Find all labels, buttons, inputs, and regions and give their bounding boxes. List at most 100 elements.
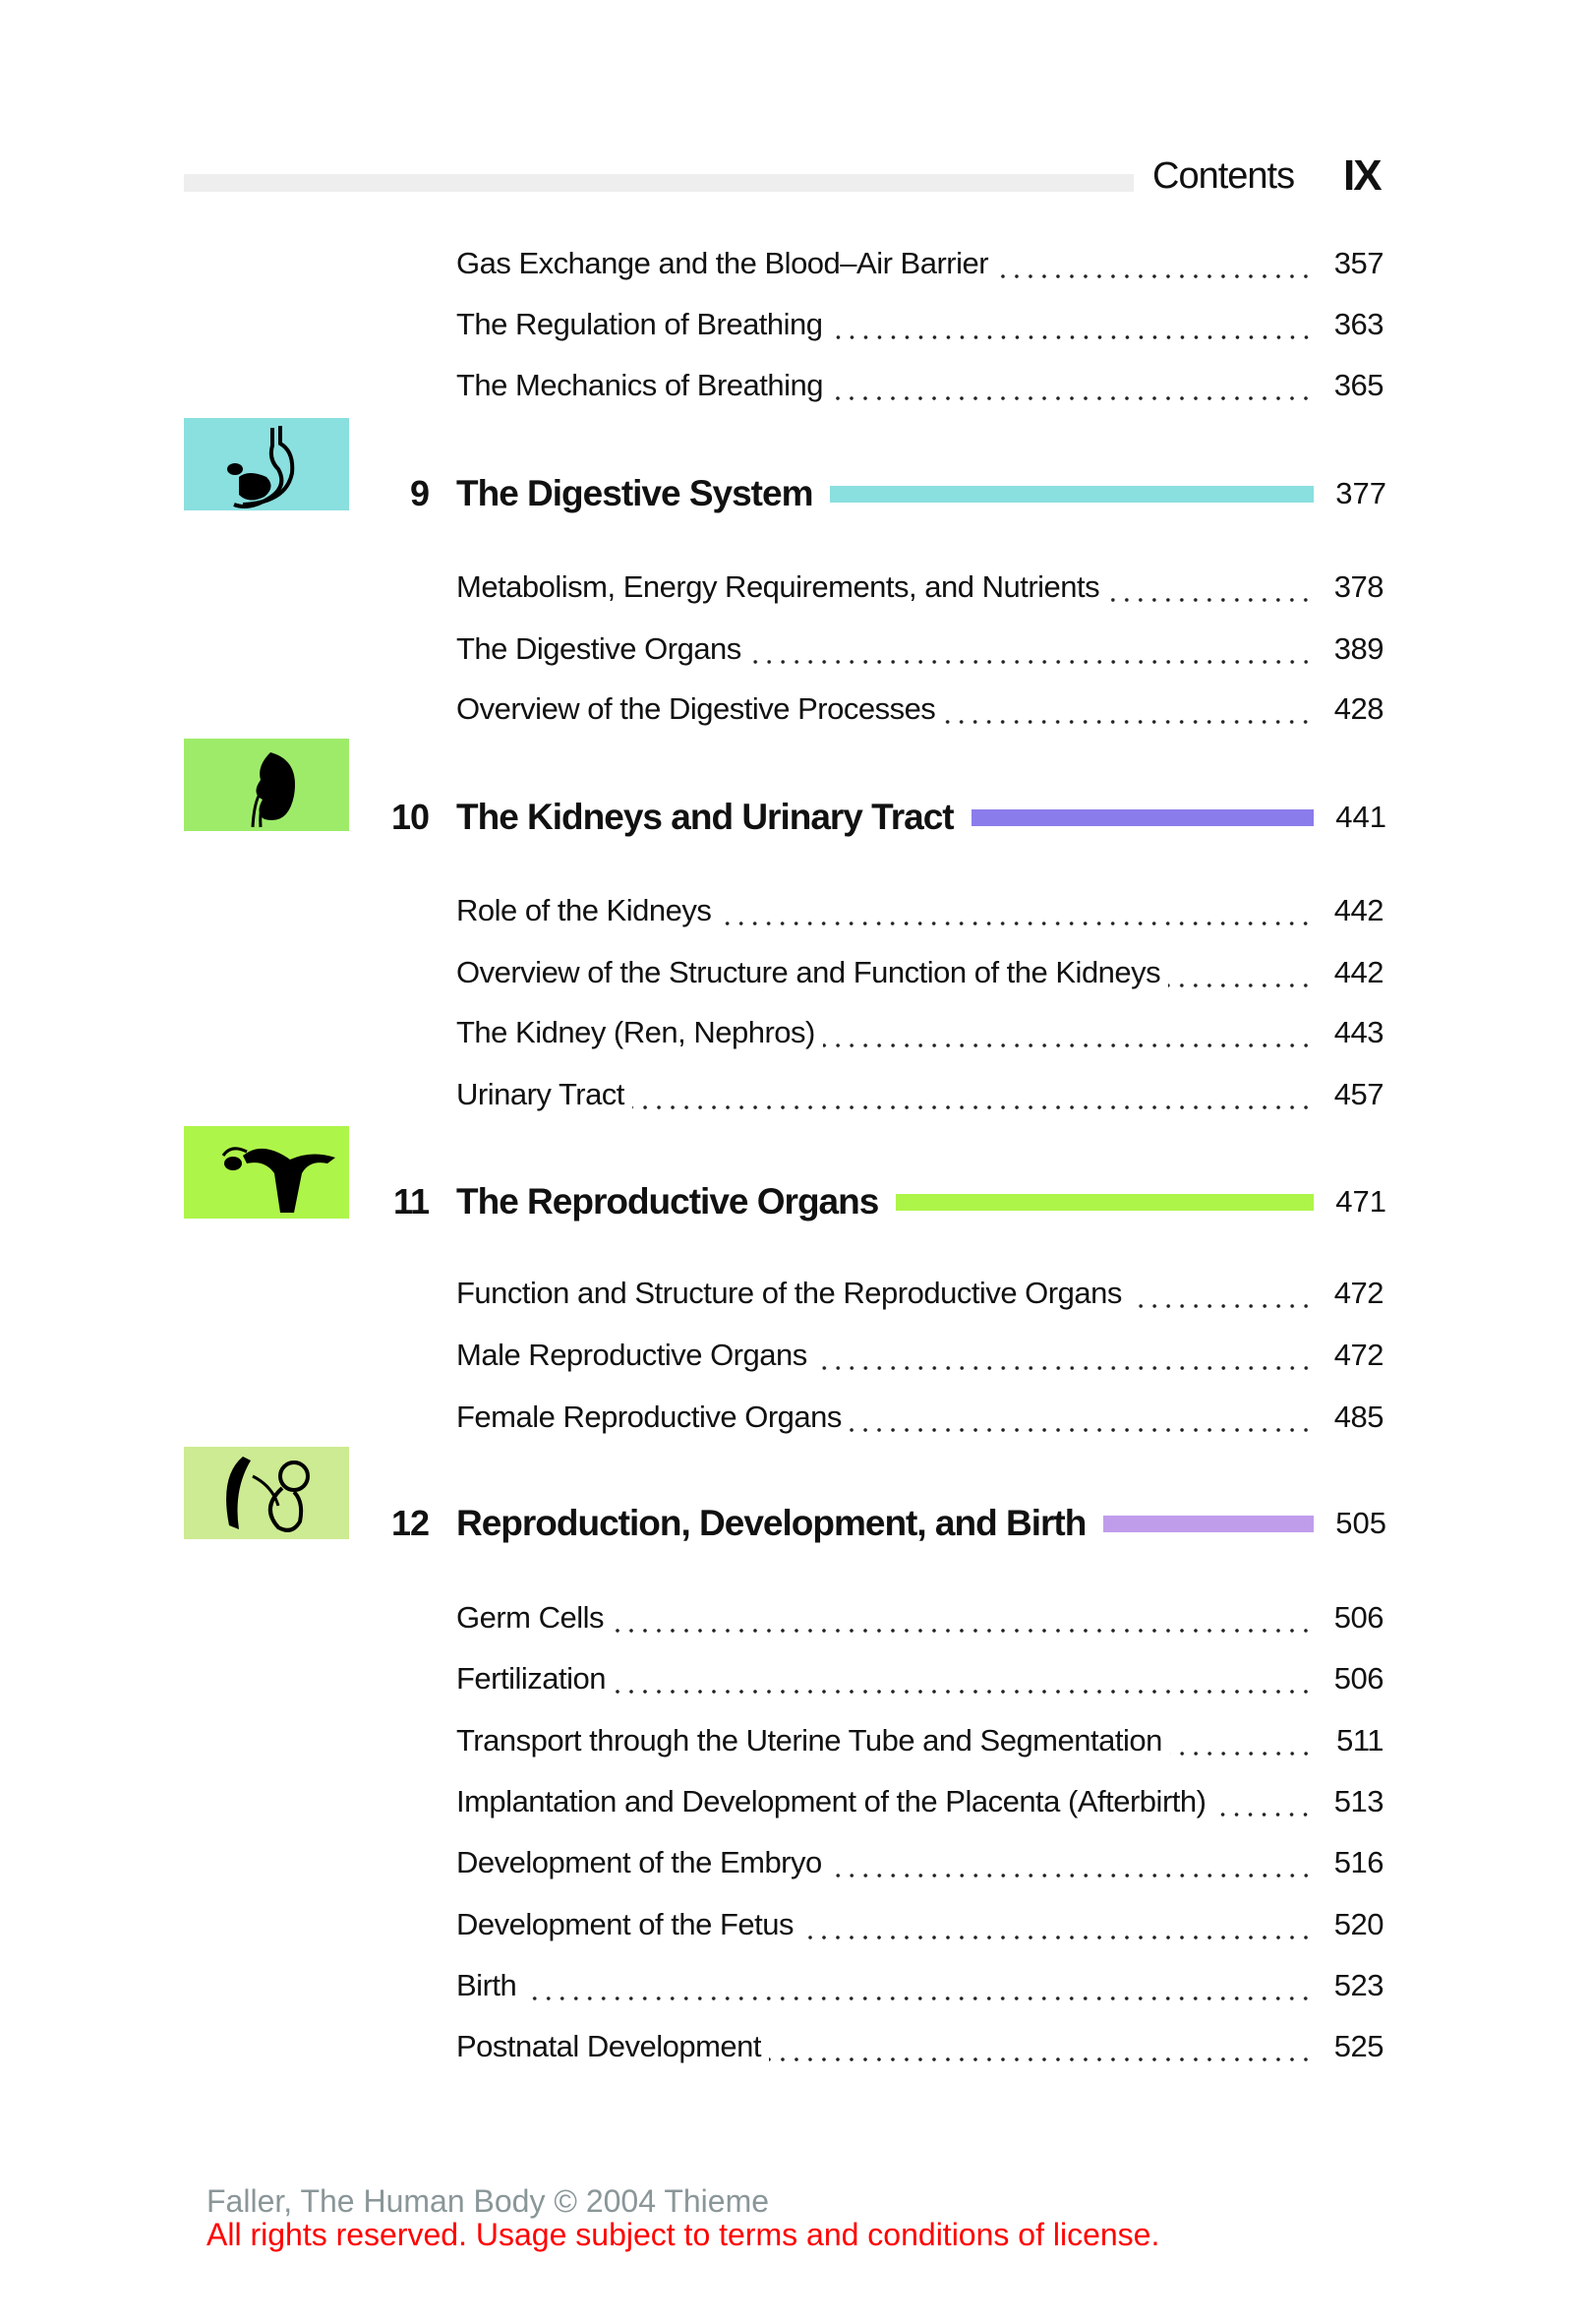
entry-title: Overview of the Digestive Processes — [456, 691, 936, 726]
dot-leader — [849, 1398, 1313, 1437]
chapter-heading[interactable]: 9 The Digestive System 377 — [374, 470, 1386, 517]
dot-leader — [524, 1966, 1313, 2005]
toc-entry[interactable]: Function and Structure of the Reproducti… — [456, 1274, 1384, 1313]
toc-entry[interactable]: Role of the Kidneys 442 — [456, 891, 1384, 930]
license-line: All rights reserved. Usage subject to te… — [206, 2217, 1160, 2252]
entry-page: 511 — [1336, 1723, 1384, 1758]
dot-leader — [831, 366, 1313, 405]
dot-leader — [822, 1013, 1313, 1052]
entry-page: 365 — [1333, 368, 1384, 402]
entry-title: Transport through the Uterine Tube and S… — [456, 1723, 1162, 1758]
chapter-color-bar — [1103, 1515, 1314, 1532]
entry-page: 357 — [1333, 246, 1384, 280]
chapter-page: 377 — [1335, 476, 1386, 510]
toc-entry[interactable]: The Digestive Organs 389 — [456, 629, 1384, 669]
chapter-heading[interactable]: 10 The Kidneys and Urinary Tract 441 — [374, 794, 1386, 841]
chapter-title: The Digestive System — [456, 473, 813, 513]
entry-page: 378 — [1333, 569, 1384, 604]
toc-entry[interactable]: Overview of the Structure and Function o… — [456, 953, 1384, 992]
chapter-number: 10 — [390, 797, 430, 837]
entry-title: Development of the Embryo — [456, 1845, 822, 1879]
chapter-page: 441 — [1335, 800, 1386, 834]
dot-leader — [996, 244, 1313, 283]
toc-entry[interactable]: Male Reproductive Organs 472 — [456, 1336, 1384, 1375]
dot-leader — [719, 891, 1313, 930]
toc-entry[interactable]: Transport through the Uterine Tube and S… — [456, 1721, 1384, 1760]
toc-entry[interactable]: Implantation and Development of the Plac… — [456, 1782, 1384, 1821]
chapter-title: The Kidneys and Urinary Tract — [456, 797, 955, 837]
entry-title: Development of the Fetus — [456, 1907, 794, 1941]
toc-entry[interactable]: Gas Exchange and the Blood–Air Barrier 35… — [456, 244, 1384, 283]
chapter-number: 11 — [392, 1181, 430, 1222]
entry-page: 442 — [1333, 955, 1384, 989]
entry-title: Germ Cells — [456, 1600, 605, 1635]
entry-title: Urinary Tract — [456, 1077, 624, 1111]
entry-title: Gas Exchange and the Blood–Air Barrier — [456, 246, 989, 280]
dot-leader — [1107, 567, 1313, 607]
entry-page: 523 — [1333, 1968, 1384, 2002]
page-number: IX — [1343, 151, 1383, 200]
entry-page: 443 — [1333, 1015, 1384, 1049]
chapter-number: 9 — [409, 473, 430, 513]
entry-title: The Digestive Organs — [456, 631, 741, 666]
chapter-color-bar — [896, 1193, 1314, 1211]
dot-leader — [814, 1336, 1313, 1375]
entry-page: 428 — [1333, 691, 1384, 726]
entry-page: 520 — [1333, 1907, 1384, 1941]
dot-leader — [1169, 1721, 1313, 1760]
embryo-icon — [184, 1447, 349, 1539]
dot-leader — [830, 305, 1313, 344]
dot-leader — [1129, 1274, 1313, 1313]
entry-page: 389 — [1333, 631, 1384, 666]
toc-entry[interactable]: The Kidney (Ren, Nephros) 443 — [456, 1013, 1384, 1052]
dot-leader — [748, 629, 1313, 669]
chapter-heading[interactable]: 12 Reproduction, Development, and Birth 50… — [374, 1500, 1386, 1547]
kidney-icon — [184, 739, 349, 831]
toc-entry[interactable]: Metabolism, Energy Requirements, and Nut… — [456, 567, 1384, 607]
entry-page: 525 — [1333, 2029, 1384, 2063]
uterus-icon — [184, 1126, 349, 1219]
toc-entry[interactable]: The Regulation of Breathing 363 — [456, 305, 1384, 344]
dot-leader — [1168, 953, 1313, 992]
toc-entry[interactable]: Germ Cells 506 — [456, 1598, 1384, 1638]
entry-page: 485 — [1333, 1400, 1384, 1434]
entry-title: Implantation and Development of the Plac… — [456, 1784, 1207, 1818]
chapter-title: Reproduction, Development, and Birth — [456, 1503, 1087, 1543]
entry-title: Fertilization — [456, 1661, 607, 1696]
chapter-page: 471 — [1335, 1184, 1386, 1219]
toc-entry[interactable]: Development of the Fetus 520 — [456, 1905, 1384, 1944]
toc-entry[interactable]: Development of the Embryo 516 — [456, 1843, 1384, 1882]
toc-entry[interactable]: Postnatal Development 525 — [456, 2027, 1384, 2066]
toc-entry[interactable]: Urinary Tract 457 — [456, 1075, 1384, 1114]
dot-leader — [1213, 1782, 1313, 1821]
chapter-color-bar — [971, 808, 1314, 826]
toc-entry[interactable]: Fertilization 506 — [456, 1659, 1384, 1698]
entry-title: Overview of the Structure and Function o… — [456, 955, 1161, 989]
toc-entry[interactable]: The Mechanics of Breathing 365 — [456, 366, 1384, 405]
chapter-heading[interactable]: 11 The Reproductive Organs 471 — [374, 1178, 1386, 1225]
dot-leader — [943, 689, 1313, 729]
entry-title: Metabolism, Energy Requirements, and Nut… — [456, 569, 1100, 604]
dot-leader — [631, 1075, 1313, 1114]
dot-leader — [769, 2027, 1313, 2066]
chapter-page: 505 — [1335, 1506, 1386, 1540]
dot-leader — [829, 1843, 1313, 1882]
toc-entry[interactable]: Overview of the Digestive Processes 428 — [456, 689, 1384, 729]
entry-title: Function and Structure of the Reproducti… — [456, 1276, 1122, 1310]
stomach-icon — [184, 418, 349, 510]
entry-page: 457 — [1333, 1077, 1384, 1111]
running-header-title: Contents — [1152, 155, 1295, 197]
entry-title: The Regulation of Breathing — [456, 307, 823, 341]
entry-page: 506 — [1333, 1661, 1384, 1696]
entry-title: Female Reproductive Organs — [456, 1400, 842, 1434]
header-bar — [184, 174, 1134, 192]
entry-title: The Kidney (Ren, Nephros) — [456, 1015, 815, 1049]
copyright-line: Faller, The Human Body © 2004 Thieme — [206, 2183, 770, 2219]
toc-entry[interactable]: Birth 523 — [456, 1966, 1384, 2005]
dot-leader — [612, 1598, 1313, 1638]
chapter-number: 12 — [390, 1503, 430, 1543]
toc-entry[interactable]: Female Reproductive Organs 485 — [456, 1398, 1384, 1437]
entry-page: 363 — [1333, 307, 1384, 341]
entry-title: The Mechanics of Breathing — [456, 368, 824, 402]
dot-leader — [614, 1659, 1313, 1698]
